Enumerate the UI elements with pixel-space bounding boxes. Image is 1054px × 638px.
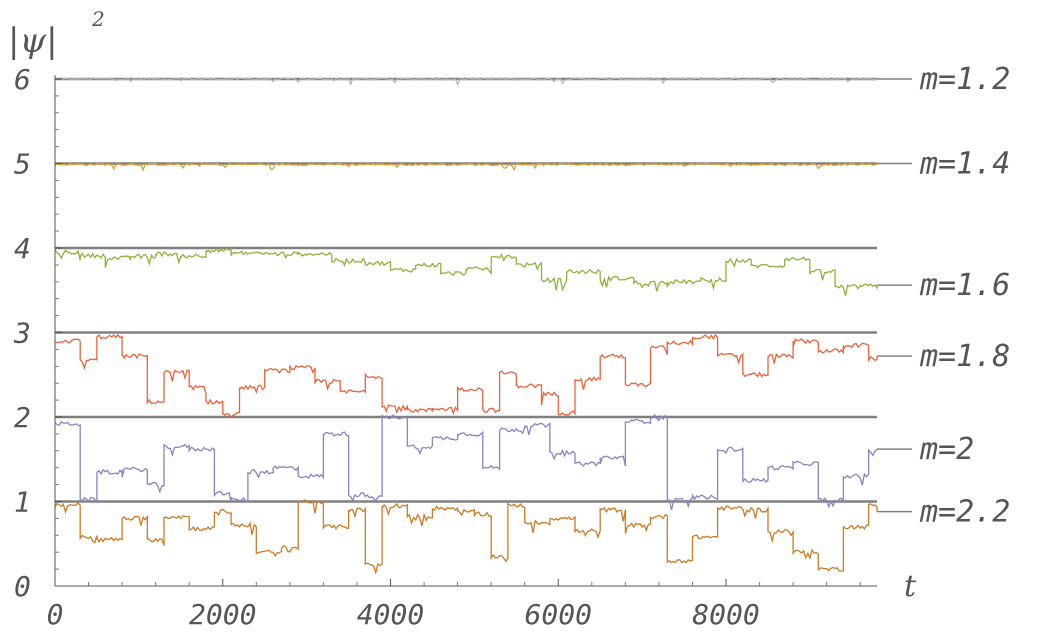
reference-lines <box>55 77 877 503</box>
series-label-1: m=1.4 <box>919 147 1010 182</box>
y-tick-label-6: 6 <box>14 63 31 96</box>
series-line-5 <box>54 499 878 576</box>
series-line-0 <box>55 76 878 87</box>
y-tick-label-2: 2 <box>14 401 31 434</box>
series-label-0: m=1.2 <box>919 62 1010 97</box>
series-label-5: m=2.2 <box>919 495 1010 530</box>
x-tick-label-1: 2000 <box>189 598 256 631</box>
y-axis-label: |ψ| <box>8 21 58 61</box>
series-labels: m=1.2 m=1.4 m=1.6 m=1.8 m=2 m=2.2 <box>877 62 1010 530</box>
series-label-4: m=2 <box>919 432 974 467</box>
y-axis-label-exponent: 2 <box>91 7 105 31</box>
series-line-3 <box>54 333 878 418</box>
axes: 0 1 2 3 4 5 6 0 2000 4000 6000 8000 <box>13 63 877 631</box>
series-label-3: m=1.8 <box>919 339 1010 374</box>
y-tick-label-5: 5 <box>14 148 31 181</box>
series-label-2: m=1.6 <box>919 268 1010 303</box>
y-tick-label-4: 4 <box>14 232 31 265</box>
x-tick-label-0: 0 <box>47 598 64 631</box>
x-axis-label: t <box>904 569 917 604</box>
x-tick-label-2: 4000 <box>357 598 424 631</box>
y-tick-label-3: 3 <box>13 317 31 350</box>
y-tick-label-0: 0 <box>14 570 31 603</box>
series-line-2 <box>54 247 878 296</box>
x-tick-label-4: 8000 <box>692 598 759 631</box>
x-tick-label-3: 6000 <box>525 598 592 631</box>
series-line-4 <box>54 413 878 510</box>
y-tick-label-1: 1 <box>14 486 31 519</box>
series-group <box>54 76 878 576</box>
series-line-1 <box>54 162 878 172</box>
